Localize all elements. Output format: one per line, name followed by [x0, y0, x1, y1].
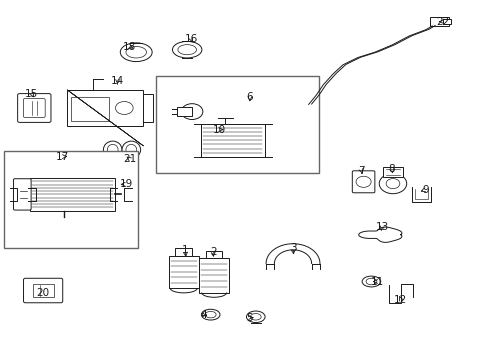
FancyBboxPatch shape	[24, 278, 63, 303]
Text: 8: 8	[389, 164, 395, 174]
Bar	[175, 248, 192, 256]
Bar	[206, 251, 222, 258]
FancyBboxPatch shape	[14, 179, 31, 210]
Text: 18: 18	[123, 42, 137, 52]
Bar	[383, 167, 403, 176]
Ellipse shape	[201, 309, 220, 320]
Ellipse shape	[121, 43, 152, 62]
FancyBboxPatch shape	[24, 99, 45, 117]
Bar	[156, 76, 318, 173]
Text: 2: 2	[210, 247, 217, 257]
Text: 4: 4	[200, 310, 207, 320]
Bar	[4, 151, 138, 248]
Text: 19: 19	[120, 179, 133, 189]
Text: 22: 22	[436, 17, 449, 27]
Bar	[68, 90, 143, 126]
Text: 12: 12	[394, 294, 408, 305]
Bar	[169, 256, 199, 288]
Text: 11: 11	[370, 276, 384, 287]
Bar	[29, 178, 116, 211]
Ellipse shape	[366, 278, 377, 285]
Ellipse shape	[205, 311, 216, 318]
FancyBboxPatch shape	[18, 94, 51, 122]
Bar	[201, 124, 265, 157]
Ellipse shape	[68, 154, 87, 160]
Ellipse shape	[103, 141, 122, 158]
Text: 16: 16	[184, 34, 198, 44]
Ellipse shape	[250, 314, 261, 320]
Text: 5: 5	[246, 312, 253, 323]
Ellipse shape	[122, 141, 141, 158]
Text: 17: 17	[56, 152, 70, 162]
Bar	[430, 17, 449, 26]
Circle shape	[116, 102, 133, 114]
Text: 7: 7	[358, 166, 365, 176]
Text: 13: 13	[375, 222, 389, 232]
FancyBboxPatch shape	[352, 171, 375, 193]
Text: 6: 6	[246, 92, 253, 102]
Bar	[443, 19, 451, 24]
Ellipse shape	[126, 144, 137, 155]
Ellipse shape	[246, 311, 265, 323]
Ellipse shape	[72, 155, 83, 159]
Circle shape	[386, 179, 400, 189]
Ellipse shape	[126, 46, 147, 58]
Bar	[72, 97, 109, 121]
Text: 20: 20	[37, 288, 49, 298]
Ellipse shape	[362, 276, 381, 287]
Text: 10: 10	[213, 125, 226, 135]
Text: 14: 14	[111, 76, 124, 86]
Text: 21: 21	[123, 154, 137, 164]
Text: 1: 1	[182, 245, 189, 255]
Bar	[177, 107, 192, 116]
Text: 3: 3	[290, 243, 296, 253]
Circle shape	[181, 104, 203, 120]
Circle shape	[356, 176, 371, 187]
Circle shape	[379, 174, 407, 194]
Text: 9: 9	[422, 185, 429, 195]
Text: 15: 15	[25, 89, 39, 99]
Bar	[199, 258, 229, 292]
Ellipse shape	[172, 41, 202, 58]
Bar	[32, 284, 54, 297]
Ellipse shape	[178, 45, 196, 55]
Bar	[143, 94, 153, 122]
Ellipse shape	[107, 144, 118, 155]
